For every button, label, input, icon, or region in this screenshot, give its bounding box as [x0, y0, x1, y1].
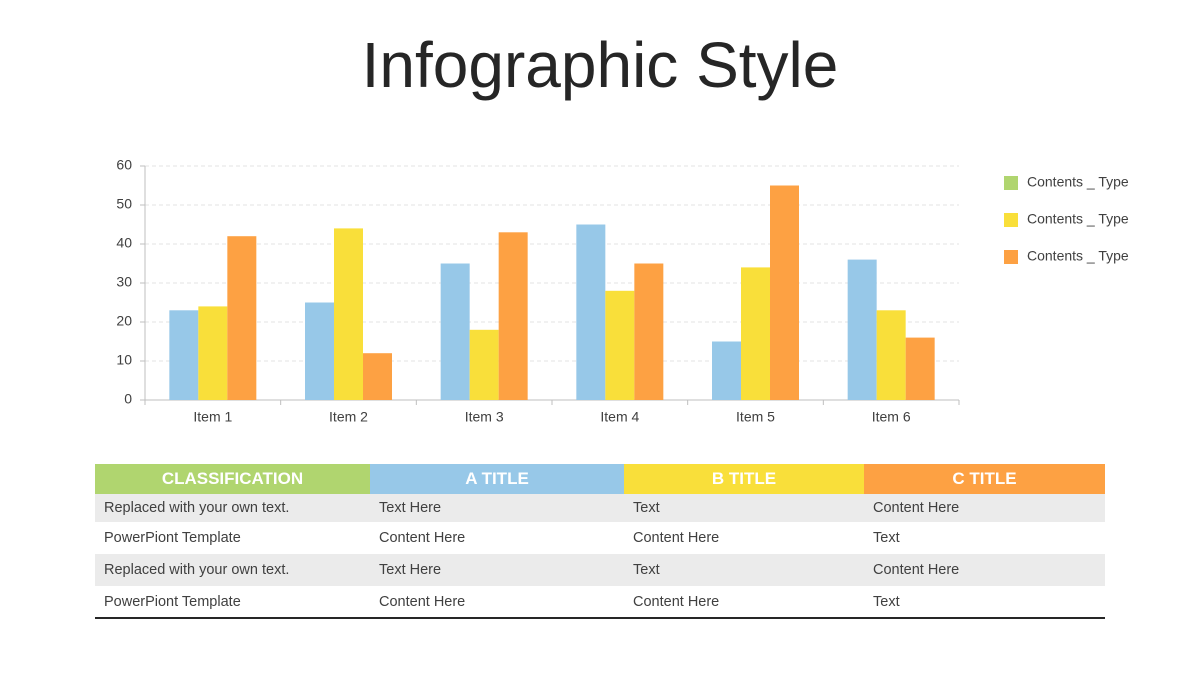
x-tick-label: Item 2	[329, 409, 368, 425]
bar	[712, 341, 741, 400]
table-cell: Content Here	[633, 593, 720, 610]
data-table: CLASSIFICATION A TITLE B TITLE C TITLE Repl…	[95, 464, 1105, 619]
table-header: CLASSIFICATION A TITLE B TITLE C TITLE	[95, 464, 1105, 494]
bar	[770, 185, 799, 400]
bar	[847, 259, 877, 400]
table-cell: Text	[624, 554, 864, 586]
y-tick-label: 40	[116, 235, 132, 251]
table-row: Replaced with your own text. Text Here Tex…	[95, 494, 1105, 522]
x-tick-label: Item 1	[193, 409, 232, 425]
table-row: PowerPiont Template Content Here Content H…	[95, 586, 1105, 618]
bar	[634, 263, 664, 400]
chart: Infographic Style 0 10 20 30 40 50 60 Item 1 Ite…	[116, 29, 1129, 425]
header-cell: C TITLE	[864, 464, 1105, 494]
bar	[334, 228, 363, 400]
x-tick-label: Item 6	[872, 409, 911, 425]
table-cell: Text	[624, 494, 864, 522]
table-cell: Content Here	[379, 593, 466, 610]
legend-label: Contents _ Type	[1027, 211, 1129, 227]
table-cell: Text Here	[370, 494, 624, 522]
legend-swatch	[1004, 250, 1018, 264]
y-tick-label: 30	[116, 274, 132, 290]
slide-title: Infographic Style	[362, 29, 839, 101]
bar	[498, 232, 528, 400]
legend-swatch	[1004, 213, 1018, 227]
bar	[169, 310, 199, 400]
x-tick-label: Item 3	[465, 409, 504, 425]
table-cell: Text	[873, 530, 900, 546]
x-tick-label: Item 4	[600, 409, 639, 425]
bar	[605, 290, 635, 400]
header-cell: A TITLE	[370, 464, 624, 494]
bar	[305, 302, 334, 400]
bar	[363, 353, 392, 400]
x-tick-label: Item 5	[736, 409, 775, 425]
table-cell: Replaced with your own text.	[95, 554, 370, 586]
y-tick-label: 20	[116, 313, 132, 329]
table-body: Replaced with your own text. Text Here Tex…	[95, 494, 1105, 618]
bar	[741, 267, 770, 400]
header-cell: B TITLE	[624, 464, 864, 494]
table-cell: Text Here	[370, 554, 624, 586]
bar	[576, 224, 606, 400]
bar	[876, 310, 906, 400]
table-row: Replaced with your own text. Text Here Tex…	[95, 554, 1105, 586]
legend-label: Contents _ Type	[1027, 248, 1129, 264]
table-cell: PowerPiont Template	[104, 530, 241, 546]
bar	[227, 236, 257, 400]
table-row: PowerPiont Template Content Here Content H…	[95, 522, 1105, 554]
y-tick-label: 60	[116, 157, 132, 173]
bar	[440, 263, 470, 400]
table-cell: Content Here	[633, 530, 720, 546]
y-tick-label: 10	[116, 352, 132, 368]
table-cell: Content Here	[379, 530, 466, 546]
legend-swatch	[1004, 176, 1018, 190]
bar	[469, 329, 499, 400]
y-tick-label: 50	[116, 196, 132, 212]
table-cell: PowerPiont Template	[104, 593, 241, 610]
bar	[198, 306, 228, 400]
bar	[905, 337, 935, 400]
table-cell: Content Here	[864, 494, 1105, 522]
table-cell: Text	[873, 593, 900, 610]
header-cell: CLASSIFICATION	[95, 464, 370, 494]
y-tick-label: 0	[124, 391, 132, 407]
legend-label: Contents _ Type	[1027, 174, 1129, 190]
table-cell: Content Here	[864, 554, 1105, 586]
table-cell: Replaced with your own text.	[95, 494, 370, 522]
